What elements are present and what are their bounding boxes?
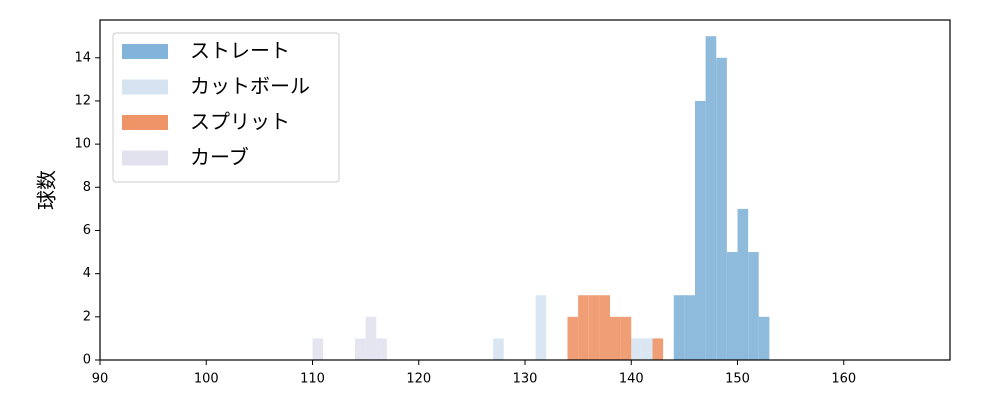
histogram-bar [748, 252, 759, 360]
x-tick-label: 120 [406, 372, 431, 387]
histogram-bar [726, 252, 738, 360]
x-tick-label: 160 [831, 372, 856, 387]
legend-label: ストレート [190, 39, 290, 63]
histogram-bar [376, 338, 387, 360]
histogram-bar [312, 338, 324, 360]
histogram-bar [578, 295, 589, 360]
histogram-bar [610, 316, 621, 360]
histogram-bar [705, 36, 717, 360]
histogram-bar [631, 338, 642, 360]
legend-box [112, 32, 340, 183]
histogram-bar [684, 295, 695, 360]
histogram-bar [652, 338, 664, 360]
x-tick-label: 110 [300, 372, 325, 387]
y-tick-label: 6 [83, 223, 91, 238]
x-tick-label: 150 [725, 372, 750, 387]
legend-swatch [122, 115, 168, 130]
histogram-bar [641, 338, 653, 360]
histogram-bar [758, 316, 770, 360]
y-tick-label: 10 [74, 137, 91, 152]
histogram-bar [695, 100, 706, 360]
x-tick-label: 130 [513, 372, 538, 387]
legend-swatch [122, 150, 168, 166]
histogram-bar [588, 295, 600, 360]
histogram-bar [673, 295, 685, 360]
histogram-bar [620, 316, 632, 360]
y-tick-label: 8 [83, 180, 91, 195]
y-axis-label: 球数 [35, 170, 59, 210]
x-tick-label: 100 [194, 372, 219, 387]
histogram-bar [737, 208, 749, 360]
x-tick-label: 140 [619, 372, 644, 387]
histogram-bar [355, 338, 366, 360]
x-tick-label: 90 [92, 372, 109, 387]
legend-swatch [122, 44, 168, 59]
histogram-bar [493, 338, 504, 360]
histogram-bar [365, 316, 377, 360]
histogram-bar [535, 295, 547, 360]
legend-label: カーブ [190, 145, 249, 169]
y-tick-label: 14 [74, 50, 91, 65]
histogram-bar [716, 57, 727, 361]
histogram-bar [599, 295, 610, 360]
legend-swatch [122, 79, 168, 95]
legend-label: スプリット [190, 110, 290, 134]
y-tick-label: 0 [83, 353, 91, 368]
y-tick-label: 4 [83, 266, 91, 281]
histogram-bar [567, 316, 579, 360]
y-tick-label: 12 [74, 93, 91, 108]
y-tick-label: 2 [83, 309, 91, 324]
legend-label: カットボール [190, 74, 310, 98]
